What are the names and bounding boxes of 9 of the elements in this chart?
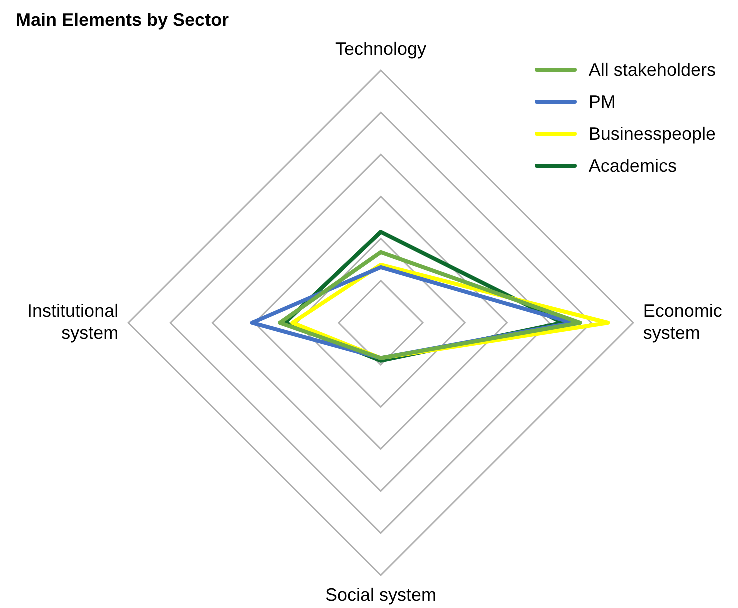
chart-title: Main Elements by Sector (16, 10, 230, 31)
legend-label: PM (588, 92, 616, 112)
spoke-label: Economic system (643, 301, 722, 343)
legend-label: Businesspeople (588, 124, 716, 144)
legend-label: Academics (588, 156, 677, 176)
spoke-label: Institutional system (28, 301, 119, 343)
spoke-label: Technology (335, 38, 427, 59)
spoke-label: Social system (325, 585, 437, 606)
legend-label: All stakeholders (588, 60, 716, 80)
